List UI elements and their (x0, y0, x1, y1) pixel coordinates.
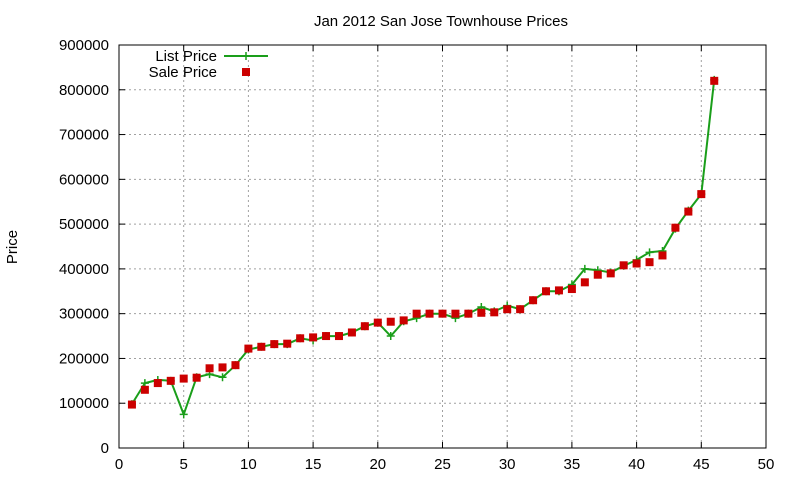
sale-price-point (671, 223, 680, 232)
x-tick-label: 45 (693, 456, 710, 473)
sale-price-point (580, 278, 589, 287)
y-tick-label: 100000 (59, 395, 109, 412)
sale-price-point (257, 342, 266, 351)
sale-price-point (153, 379, 162, 388)
sale-price-point (490, 308, 499, 317)
sale-price-point (140, 385, 149, 394)
list-price-line (131, 79, 716, 416)
sale-price-point (205, 364, 214, 373)
x-tick-label: 35 (564, 456, 581, 473)
sale-price-point (218, 363, 227, 372)
sale-price-point (296, 334, 305, 343)
y-tick-label: 900000 (59, 37, 109, 54)
sale-price-point (231, 361, 240, 370)
sale-price-point (464, 309, 473, 318)
list-price-point (645, 248, 654, 257)
legend-label-sale-price: Sale Price (149, 64, 217, 81)
sale-price-point (192, 373, 201, 382)
legend-label-list-price: List Price (155, 48, 217, 65)
y-tick-label: 400000 (59, 261, 109, 278)
list-price-point (386, 332, 395, 341)
list-price-point (218, 373, 227, 382)
y-tick-label: 300000 (59, 306, 109, 323)
sale-price-point (710, 76, 719, 85)
x-tick-label: 15 (305, 456, 322, 473)
sale-price-point (516, 305, 525, 314)
sale-price-point (399, 316, 408, 325)
x-tick-label: 25 (434, 456, 451, 473)
tick-labels: 0 5 10 15 20 25 30 35 40 45 50 0 100000 200000 300000 4… (59, 37, 774, 473)
sale-price-point (697, 190, 706, 199)
sale-price-point (606, 269, 615, 278)
y-tick-label: 0 (101, 440, 109, 457)
sale-price-point (347, 328, 356, 337)
y-tick-label: 500000 (59, 216, 109, 233)
x-tick-label: 40 (628, 456, 645, 473)
sale-price-point (593, 270, 602, 279)
sale-price-point (334, 332, 343, 341)
y-tick-label: 600000 (59, 171, 109, 188)
list-price-point (140, 379, 149, 388)
sale-price-point (270, 340, 279, 349)
sale-price-point (684, 207, 693, 216)
list-price-point (179, 410, 188, 419)
series (127, 75, 719, 419)
sale-price-point (386, 317, 395, 326)
legend: List Price Sale Price (149, 48, 268, 81)
chart-title: Jan 2012 San Jose Townhouse Prices (314, 13, 568, 30)
x-tick-label: 20 (369, 456, 386, 473)
sale-price-point (567, 285, 576, 294)
sale-price-point (554, 286, 563, 295)
x-tick-label: 50 (758, 456, 775, 473)
y-tick-label: 700000 (59, 127, 109, 144)
y-axis-label: Price (4, 230, 21, 264)
sale-price-point (529, 296, 538, 305)
x-tick-label: 10 (240, 456, 257, 473)
list-price-point (580, 264, 589, 273)
legend-marker-sale-price (242, 68, 250, 76)
sale-price-point (166, 376, 175, 385)
sale-price-point (322, 332, 331, 341)
sale-price-point (645, 258, 654, 267)
sale-price-point (542, 287, 551, 296)
sale-price-point (179, 374, 188, 383)
sale-price-point (360, 322, 369, 331)
sale-price-point (309, 333, 318, 342)
x-tick-label: 5 (180, 456, 188, 473)
plot-frame (118, 44, 767, 449)
sale-price-point (477, 308, 486, 317)
sale-price-point (632, 259, 641, 268)
y-tick-label: 800000 (59, 82, 109, 99)
legend-marker-list-price (242, 52, 250, 60)
sale-price-point (412, 309, 421, 318)
x-tick-label: 0 (115, 456, 123, 473)
sale-price-point (244, 344, 253, 353)
x-tick-label: 30 (499, 456, 516, 473)
sale-price-point (127, 400, 136, 409)
sale-price-point (373, 318, 382, 327)
sale-price-point (658, 251, 667, 260)
sale-price-point (283, 339, 292, 348)
sale-price-point (503, 305, 512, 314)
sale-price-point (619, 261, 628, 270)
grid (119, 45, 766, 448)
y-tick-label: 200000 (59, 350, 109, 367)
sale-price-point (451, 309, 460, 318)
sale-price-point (438, 309, 447, 318)
sale-price-point (425, 309, 434, 318)
